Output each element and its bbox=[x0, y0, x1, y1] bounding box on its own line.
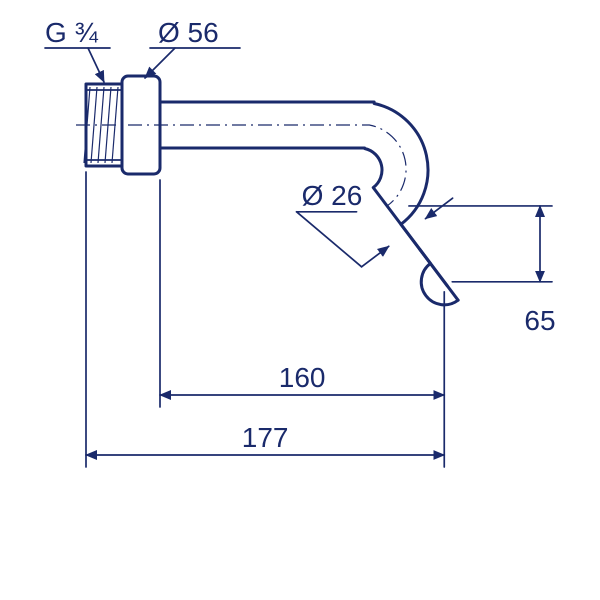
thread-label: G ¾ bbox=[45, 17, 99, 48]
tube-dia-label: Ø 26 bbox=[302, 180, 363, 211]
length-160-label: 160 bbox=[279, 362, 326, 393]
length-177-label: 177 bbox=[242, 422, 289, 453]
flange-dia-label: Ø 56 bbox=[158, 17, 219, 48]
spout-part bbox=[76, 76, 458, 305]
technical-drawing: G ¾ Ø 56 Ø 26 160 177 65 bbox=[0, 0, 600, 600]
drop-65-label: 65 bbox=[524, 305, 555, 336]
